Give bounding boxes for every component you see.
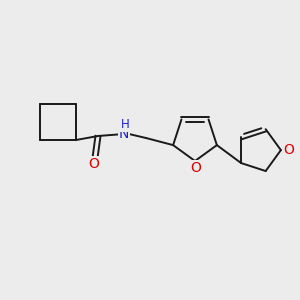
Text: O: O xyxy=(284,143,294,157)
Text: O: O xyxy=(190,161,201,175)
Text: N: N xyxy=(119,127,129,141)
Text: O: O xyxy=(88,157,99,171)
Text: H: H xyxy=(121,118,129,131)
